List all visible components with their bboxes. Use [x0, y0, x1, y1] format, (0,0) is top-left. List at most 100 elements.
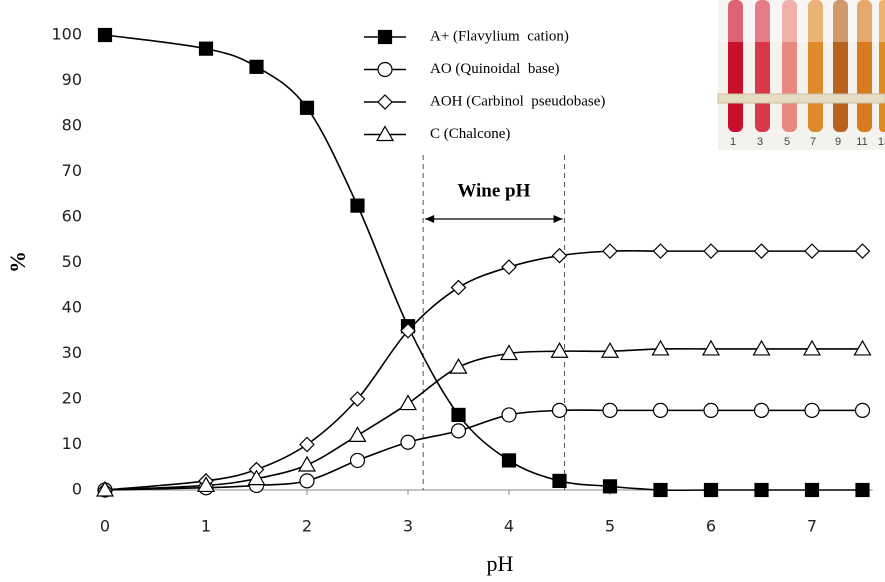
- marker: [853, 339, 872, 356]
- inset-label: 7: [810, 136, 816, 148]
- marker: [652, 243, 669, 259]
- x-tick-label: 1: [201, 517, 211, 536]
- y-tick-label: 30: [62, 343, 82, 362]
- x-tick-label: 0: [100, 517, 110, 536]
- marker: [247, 469, 266, 486]
- marker: [551, 247, 568, 264]
- marker: [651, 339, 670, 356]
- marker: [552, 473, 567, 488]
- marker: [349, 452, 366, 469]
- marker: [602, 243, 618, 259]
- marker: [450, 279, 467, 296]
- marker: [753, 243, 770, 259]
- series-line: [104, 347, 863, 491]
- marker: [602, 479, 618, 494]
- marker: [97, 27, 113, 43]
- y-tick-label: 0: [72, 480, 82, 499]
- marker: [855, 482, 870, 498]
- y-tick-label: 10: [62, 434, 82, 453]
- marker: [550, 342, 569, 358]
- marker: [703, 482, 719, 498]
- marker: [299, 100, 315, 115]
- legend-item: AO (Quinoidal base): [364, 61, 560, 78]
- inset-label: 11: [856, 136, 867, 148]
- marker: [602, 402, 618, 418]
- inset-label: 13: [878, 136, 885, 148]
- y-tick-label: 100: [51, 25, 82, 44]
- marker: [348, 426, 367, 442]
- legend-label: AOH (Carbinol pseudobase): [430, 93, 605, 109]
- marker: [753, 402, 770, 418]
- marker: [854, 243, 871, 259]
- y-tick-label: 80: [62, 116, 82, 135]
- y-tick-label: 50: [62, 252, 82, 271]
- marker: [501, 407, 517, 423]
- y-tick-label: 70: [62, 161, 82, 180]
- series-line: [104, 34, 863, 492]
- marker: [701, 339, 721, 356]
- inset-label: 3: [757, 136, 763, 148]
- marker: [449, 357, 468, 374]
- marker: [349, 391, 366, 407]
- marker: [703, 402, 719, 418]
- marker: [451, 407, 466, 423]
- marker: [804, 243, 820, 259]
- legend-label: C (Chalcone): [430, 126, 510, 142]
- legend-item: AOH (Carbinol pseudobase): [364, 93, 605, 110]
- marker: [95, 480, 115, 497]
- marker: [653, 482, 668, 498]
- inset-photo: [717, 0, 885, 150]
- x-axis-label: pH: [487, 551, 514, 576]
- inset-label: 1: [730, 136, 736, 148]
- marker: [551, 402, 568, 418]
- x-tick-label: 4: [504, 517, 514, 536]
- x-tick-label: 5: [605, 517, 615, 536]
- marker: [249, 59, 264, 74]
- x-tick-label: 7: [807, 517, 817, 536]
- legend-item: A+ (Flavylium cation): [364, 28, 569, 44]
- legend-marker: [377, 94, 393, 110]
- marker: [198, 41, 214, 56]
- marker: [804, 402, 820, 418]
- inset-label: 9: [835, 136, 841, 148]
- y-tick-label: 20: [62, 389, 82, 408]
- legend-marker: [375, 125, 395, 142]
- legend-marker: [377, 61, 393, 78]
- marker: [299, 436, 315, 453]
- marker: [501, 453, 517, 468]
- marker: [600, 342, 620, 358]
- x-tick-label: 6: [706, 517, 716, 536]
- legend-label: AO (Quinoidal base): [430, 61, 560, 77]
- marker: [652, 402, 669, 418]
- series-line: [104, 249, 863, 491]
- marker: [350, 198, 365, 213]
- marker: [196, 476, 216, 493]
- marker: [297, 455, 317, 472]
- y-tick-label: 60: [62, 207, 82, 226]
- marker: [754, 482, 769, 498]
- y-axis-label: %: [5, 251, 30, 273]
- marker: [450, 423, 467, 439]
- marker: [752, 339, 771, 356]
- x-tick-label: 3: [403, 517, 413, 536]
- annotation: Wine pH: [457, 180, 530, 201]
- legend-label: A+ (Flavylium cation): [430, 28, 569, 44]
- rack: [717, 93, 885, 104]
- x-tick-label: 2: [302, 517, 312, 536]
- marker: [499, 344, 519, 361]
- marker: [398, 394, 418, 411]
- legend-item: C (Chalcone): [364, 125, 510, 142]
- marker: [299, 473, 315, 489]
- series-line: [104, 409, 863, 491]
- legend-marker: [377, 29, 393, 45]
- marker: [703, 243, 719, 259]
- marker: [400, 434, 416, 450]
- marker: [804, 482, 820, 498]
- marker: [400, 322, 416, 339]
- inset-glare: [718, 0, 885, 42]
- y-tick-label: 90: [62, 70, 82, 89]
- marker: [854, 402, 871, 418]
- marker: [501, 259, 517, 275]
- y-tick-label: 40: [62, 298, 82, 317]
